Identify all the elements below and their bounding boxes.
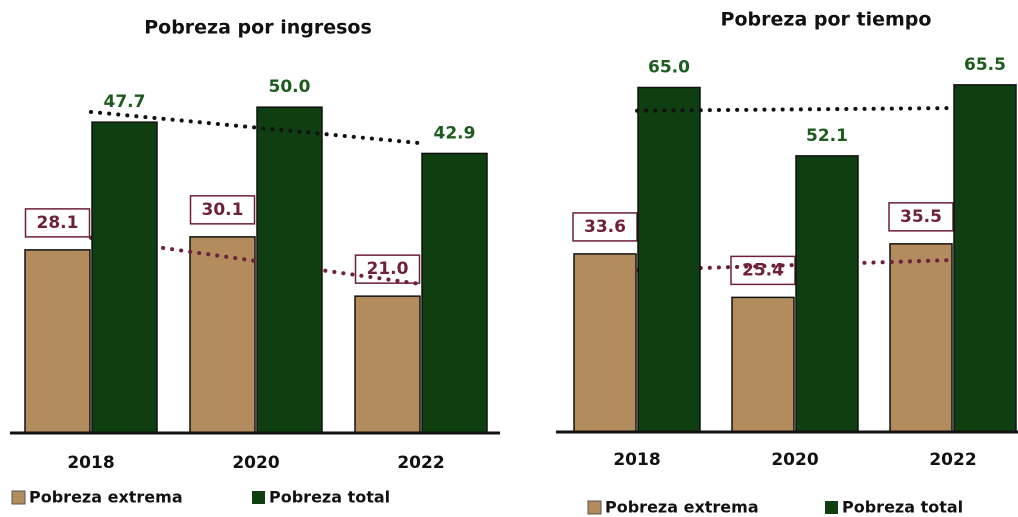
legend-label: Pobreza total — [842, 498, 963, 517]
bar — [795, 155, 859, 433]
legend-label: Pobreza total — [269, 488, 390, 507]
x-tick-label: 2022 — [397, 453, 444, 473]
data-label: 65.0 — [648, 58, 690, 78]
bar — [731, 296, 795, 433]
data-label: 42.9 — [434, 123, 476, 143]
data-label: 21.0 — [367, 259, 409, 279]
data-label: 65.5 — [964, 55, 1006, 75]
label-box — [730, 255, 796, 286]
label-box — [572, 212, 638, 242]
bar — [256, 106, 323, 434]
data-label: 30.1 — [202, 200, 244, 220]
legend-swatch — [252, 491, 265, 504]
data-label: 33.6 — [584, 217, 626, 237]
chart-title: Pobreza por ingresos — [144, 17, 372, 39]
bar — [354, 295, 421, 434]
x-tick-label: 2020 — [771, 450, 818, 470]
data-label: 52.1 — [806, 126, 848, 146]
legend-swatch — [587, 500, 602, 515]
data-label: 47.7 — [104, 92, 146, 112]
chart-title: Pobreza por tiempo — [721, 9, 932, 31]
label-box — [354, 254, 421, 284]
x-tick-label: 2018 — [67, 453, 114, 473]
bar — [573, 253, 637, 433]
bar — [421, 152, 488, 434]
label-box — [189, 195, 256, 225]
x-tick-label: 2020 — [232, 453, 279, 473]
trendline — [89, 109, 423, 146]
data-label: 28.1 — [37, 213, 79, 233]
data-label: 35.5 — [900, 207, 942, 227]
bar — [24, 249, 91, 434]
x-tick-label: 2022 — [929, 450, 976, 470]
trendline — [635, 106, 955, 113]
label-box — [888, 202, 954, 232]
label-box — [24, 208, 91, 238]
legend-label: Pobreza extrema — [29, 488, 183, 507]
data-label: 50.0 — [269, 77, 311, 97]
bar — [953, 84, 1017, 433]
bar — [91, 121, 158, 434]
data-label: 25.4 — [742, 260, 784, 280]
legend-swatch — [11, 490, 26, 505]
legend-label: Pobreza extrema — [605, 498, 759, 517]
x-tick-label: 2018 — [613, 450, 660, 470]
bar — [189, 236, 256, 434]
legend-swatch — [825, 501, 838, 514]
bar — [889, 243, 953, 433]
bar — [637, 86, 701, 433]
